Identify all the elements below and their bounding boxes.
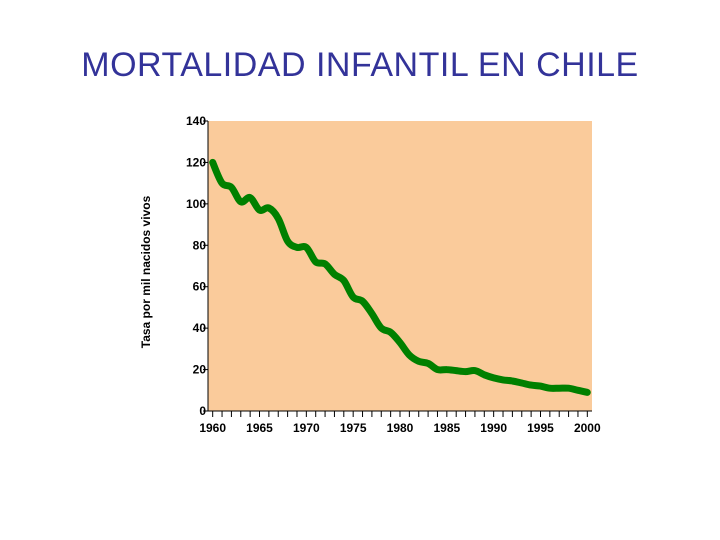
- data-point: [501, 378, 505, 382]
- x-tick-label: 1970: [293, 421, 320, 435]
- y-tick-label: 120: [186, 155, 206, 169]
- data-point: [538, 384, 542, 388]
- data-point: [220, 181, 224, 185]
- data-point: [379, 326, 383, 330]
- x-tick-label: 1980: [387, 421, 414, 435]
- data-point: [304, 245, 308, 249]
- data-point: [529, 383, 533, 387]
- y-tick-label: 40: [193, 321, 207, 335]
- data-point: [445, 368, 449, 372]
- data-point: [557, 386, 561, 390]
- data-point: [295, 245, 299, 249]
- plot-area: [208, 121, 592, 411]
- data-point: [276, 216, 280, 220]
- x-tick-label: 1990: [480, 421, 507, 435]
- data-point: [323, 262, 327, 266]
- x-tick-label: 1985: [433, 421, 460, 435]
- data-point: [314, 260, 318, 264]
- x-tick-label: 1965: [246, 421, 273, 435]
- data-point: [248, 196, 252, 200]
- data-point: [492, 376, 496, 380]
- data-point: [585, 390, 589, 394]
- axis-ticks: [203, 120, 588, 417]
- y-tick-label: 20: [193, 363, 207, 377]
- data-point: [473, 369, 477, 373]
- data-point: [211, 160, 215, 164]
- data-point: [370, 312, 374, 316]
- page-title: MORTALIDAD INFANTIL EN CHILE: [81, 46, 639, 84]
- data-point: [389, 330, 393, 334]
- data-point: [332, 272, 336, 276]
- data-point: [239, 200, 243, 204]
- data-point: [417, 359, 421, 363]
- y-tick-label: 80: [193, 238, 207, 252]
- data-point: [407, 353, 411, 357]
- x-tick-label: 1995: [527, 421, 554, 435]
- data-point: [342, 279, 346, 282]
- y-tick-label: 140: [186, 114, 206, 128]
- data-point: [548, 386, 552, 390]
- x-tick-label: 1975: [340, 421, 367, 435]
- data-point: [482, 373, 486, 377]
- data-point: [398, 341, 402, 345]
- tick-labels: 0 20 40 60 80 100 120 140 1960 1965 1970 1975 1980 19…: [186, 114, 601, 435]
- data-point: [454, 369, 458, 373]
- data-point: [229, 185, 233, 189]
- data-point: [267, 206, 271, 210]
- data-point: [520, 381, 524, 385]
- data-point: [576, 388, 580, 392]
- data-point: [351, 295, 355, 299]
- x-tick-label: 1960: [199, 421, 226, 435]
- data-point: [286, 239, 290, 243]
- data-point: [258, 208, 262, 212]
- data-point: [361, 299, 365, 303]
- data-point: [464, 370, 468, 374]
- x-tick-label: 2000: [574, 421, 601, 435]
- data-point: [510, 379, 514, 383]
- y-axis-title: Tasa por mil nacidos vivos: [139, 195, 153, 348]
- data-point: [567, 386, 571, 390]
- data-point: [426, 361, 430, 365]
- y-tick-label: 0: [199, 404, 206, 418]
- y-tick-label: 60: [193, 280, 207, 294]
- data-point: [435, 368, 439, 372]
- y-tick-label: 100: [186, 197, 206, 211]
